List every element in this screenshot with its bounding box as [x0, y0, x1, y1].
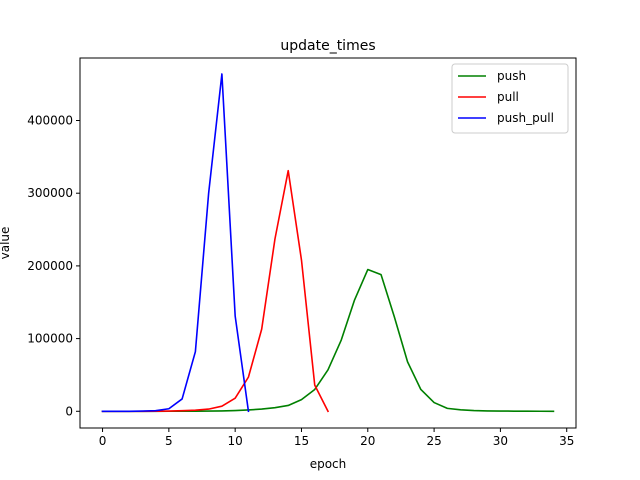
axes-frame: [79, 57, 577, 429]
y-tick-label: 0: [65, 404, 73, 418]
x-axis-label: epoch: [310, 457, 347, 471]
x-tick-label: 25: [426, 434, 441, 448]
y-tick-label: 400000: [27, 114, 73, 128]
legend-label-push: push: [497, 69, 526, 83]
y-tick-label: 300000: [27, 186, 73, 200]
x-tick-label: 35: [559, 434, 574, 448]
x-axis-ticks: 0 5 10 15 20 25 30 35: [99, 428, 574, 448]
y-axis-ticks: 0 100000 200000 300000 400000: [27, 114, 80, 418]
x-tick-label: 20: [360, 434, 375, 448]
y-axis-label: value: [0, 227, 12, 260]
x-tick-label: 0: [99, 434, 107, 448]
x-tick-label: 5: [165, 434, 173, 448]
legend-box: [451, 63, 569, 134]
series-layer: [101, 73, 555, 413]
legend-label-pull: pull: [497, 90, 519, 104]
legend-label-push-pull: push_pull: [497, 111, 554, 125]
y-tick-label: 200000: [27, 259, 73, 273]
chart-title: update_times: [280, 38, 375, 54]
x-tick-label: 30: [493, 434, 508, 448]
x-tick-label: 10: [228, 434, 243, 448]
x-tick-label: 15: [294, 434, 309, 448]
legend: push pull push_pull: [451, 63, 569, 134]
y-tick-label: 100000: [27, 332, 73, 346]
series-line-push-pull: [101, 73, 250, 413]
